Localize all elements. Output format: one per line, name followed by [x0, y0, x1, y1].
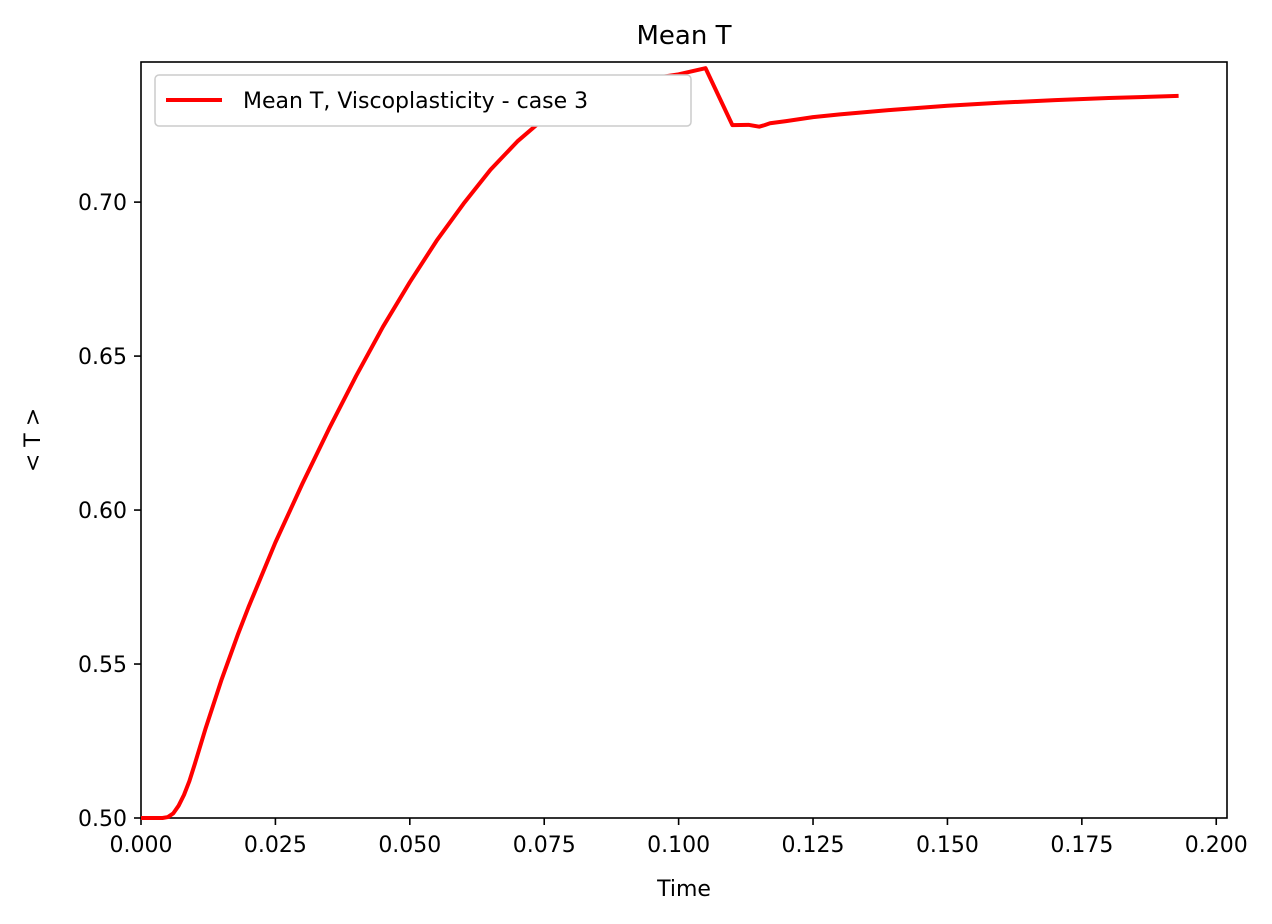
x-tick-label: 0.150 — [916, 833, 979, 858]
x-tick-label: 0.075 — [513, 833, 576, 858]
y-axis-title: < T > — [21, 408, 46, 472]
x-tick-label: 0.050 — [378, 833, 441, 858]
x-tick-label: 0.200 — [1185, 833, 1248, 858]
plot-area: 0.000 0.025 0.050 0.075 0.100 0.125 0.150 0.175… — [78, 61, 1248, 858]
legend-box — [154, 74, 692, 127]
series-layer — [141, 66, 1179, 820]
x-tick-label: 0.100 — [647, 833, 710, 858]
x-axis-title: Time — [656, 877, 711, 902]
x-tick-label: 0.000 — [110, 833, 173, 858]
y-axis: 0.50 0.55 0.60 0.65 0.70 — [78, 191, 141, 832]
x-axis: 0.000 0.025 0.050 0.075 0.100 0.125 0.150 0.175… — [110, 818, 1248, 858]
y-tick-label: 0.55 — [78, 653, 127, 678]
y-tick-label: 0.60 — [78, 499, 127, 524]
series-line-0 — [141, 66, 1179, 820]
x-tick-label: 0.175 — [1050, 833, 1113, 858]
y-tick-label: 0.65 — [78, 345, 127, 370]
axes-frame — [140, 61, 1228, 819]
x-tick-label: 0.025 — [244, 833, 307, 858]
legend-label: Mean T, Viscoplasticity - case 3 — [243, 89, 588, 114]
chart-title: Mean T — [637, 21, 732, 51]
y-tick-label: 0.50 — [78, 807, 127, 832]
y-tick-label: 0.70 — [78, 191, 127, 216]
x-tick-label: 0.125 — [782, 833, 845, 858]
legend: Mean T, Viscoplasticity - case 3 — [154, 74, 692, 127]
